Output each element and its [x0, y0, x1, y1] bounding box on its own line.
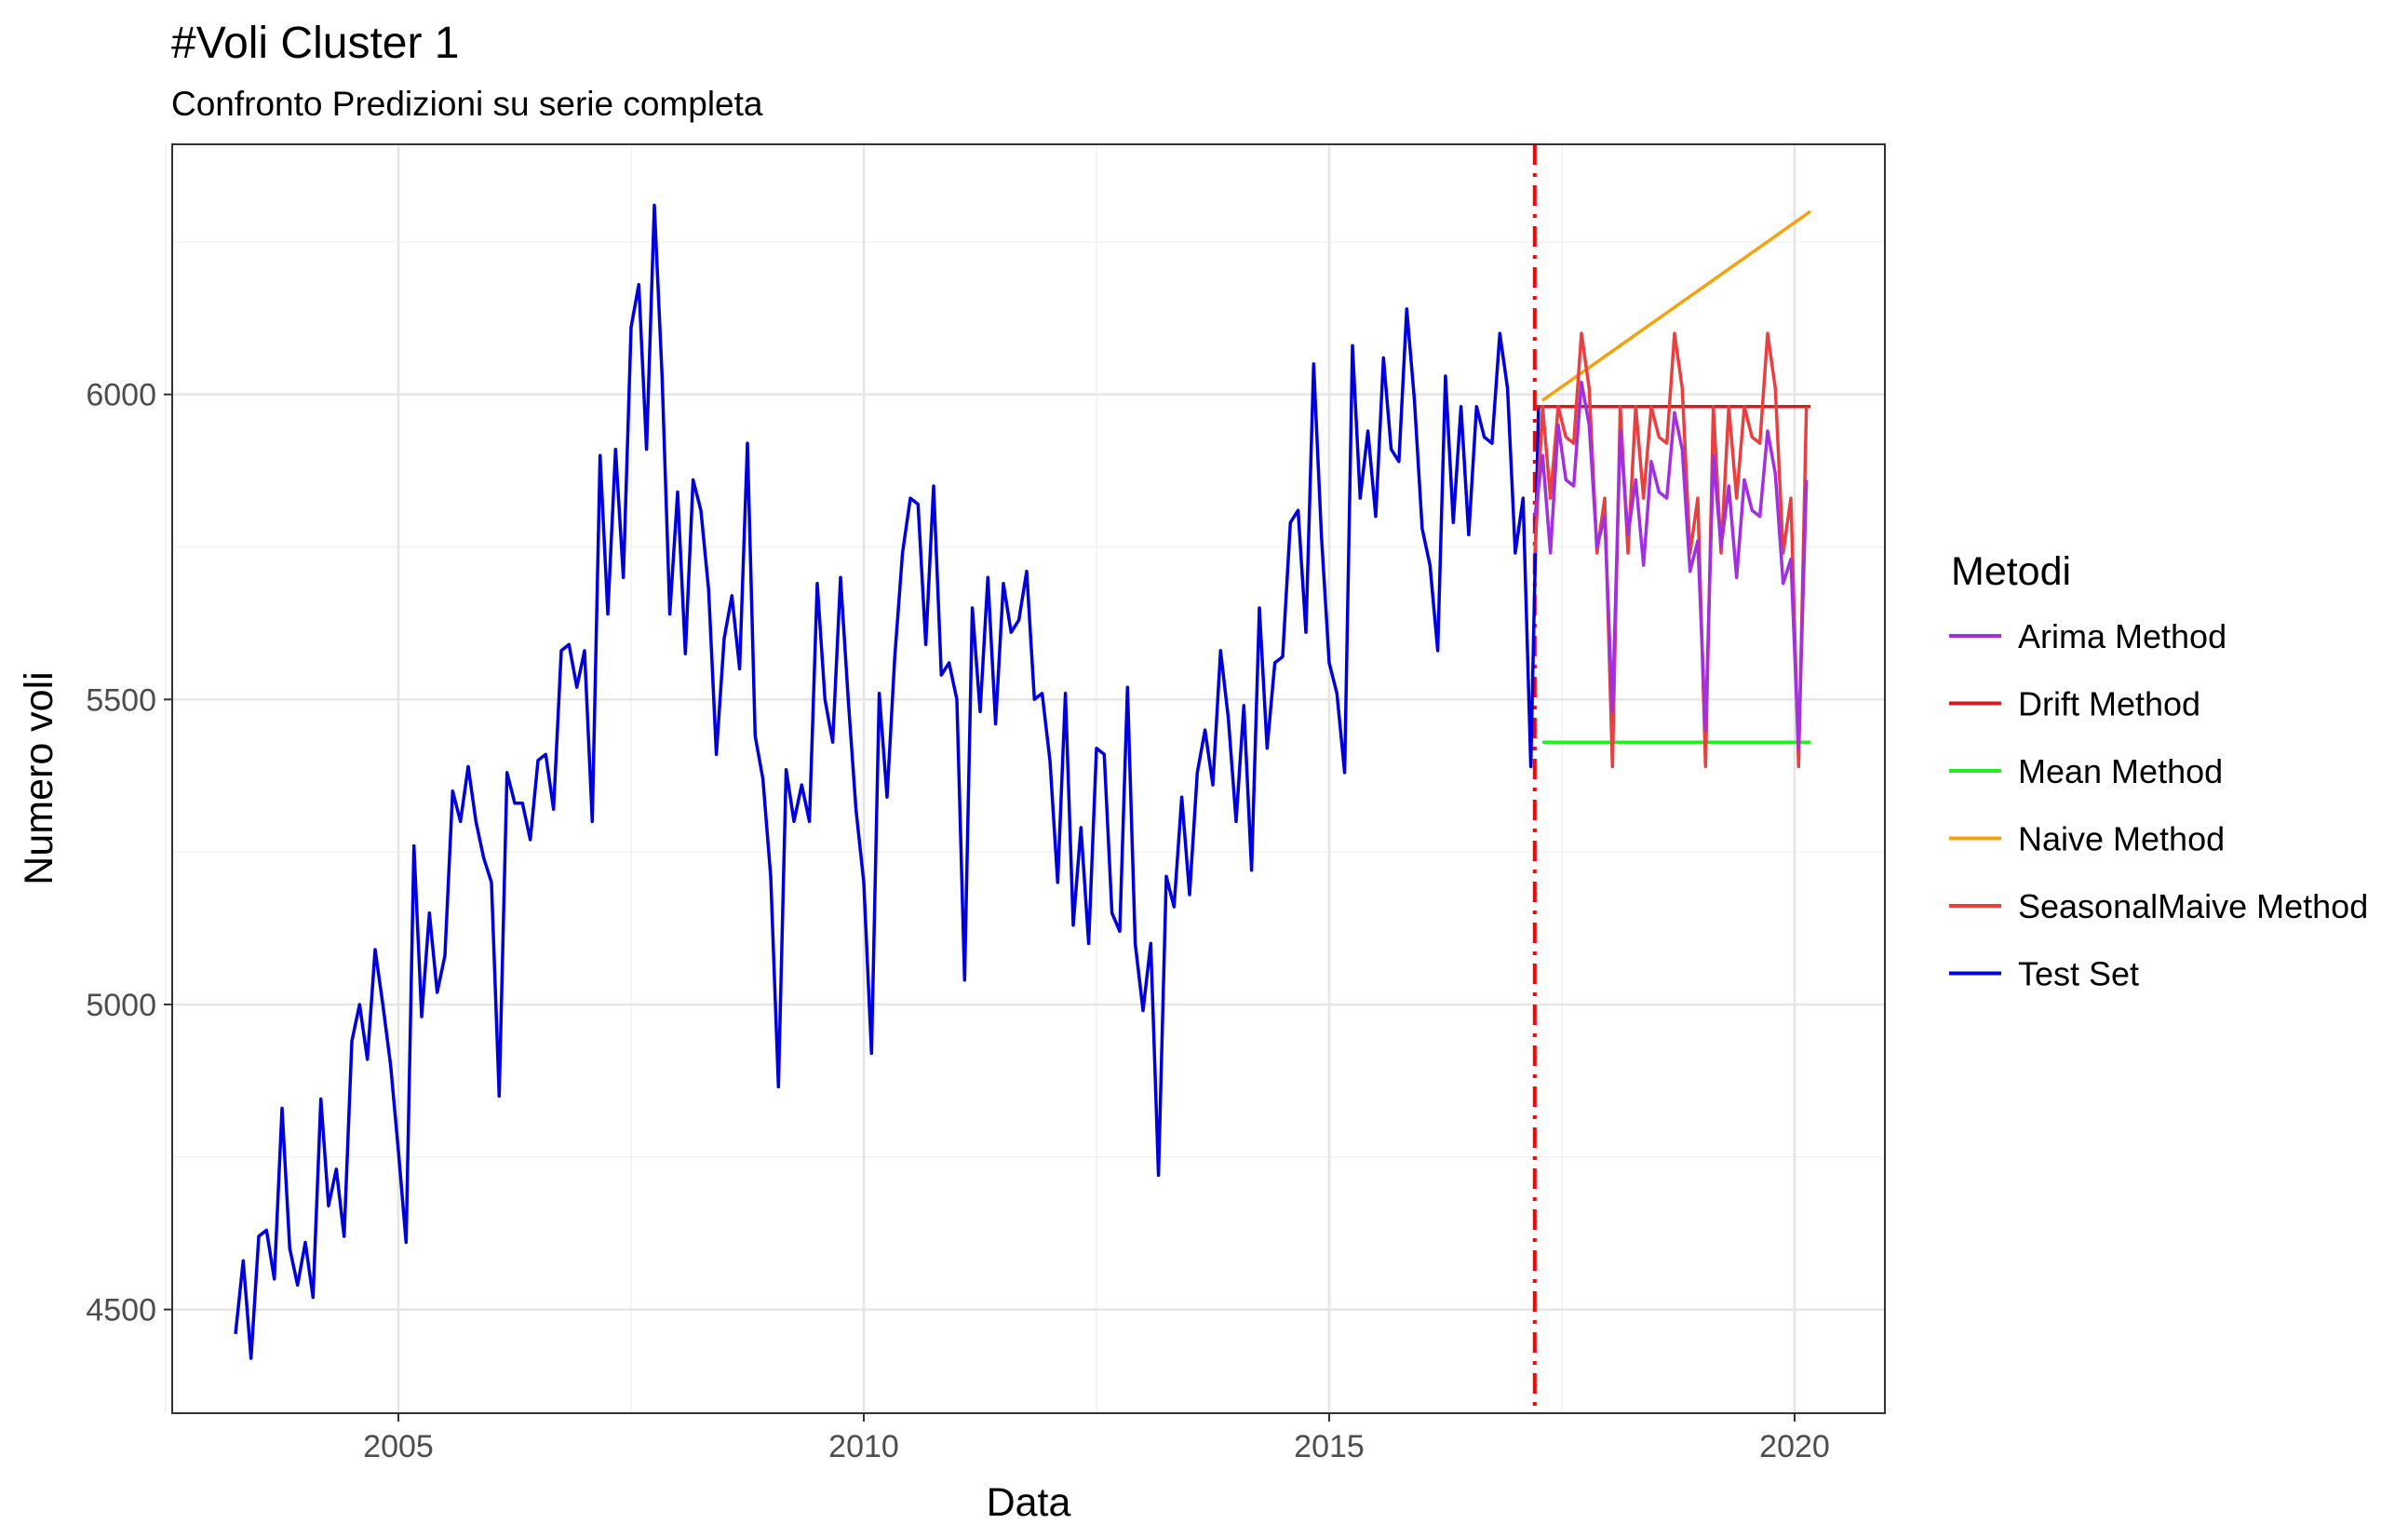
x-tick-label: 2005 [363, 1429, 434, 1464]
x-tick-label: 2020 [1759, 1429, 1830, 1464]
x-tick-label: 2010 [828, 1429, 899, 1464]
y-axis: 4500 5000 5500 6000 [86, 378, 172, 1328]
series-line [1533, 331, 1809, 769]
plot-background [172, 144, 1885, 1413]
plot-border [171, 143, 1886, 1414]
x-axis: 2005 2010 2015 2020 [363, 1413, 1830, 1464]
x-tick-label: 2015 [1294, 1429, 1365, 1464]
legend-label: Arima Method [2018, 617, 2226, 655]
chart-title: #Voli Cluster 1 [171, 19, 460, 68]
chart-subtitle: Confronto Predizioni su serie completa [171, 85, 763, 123]
legend: Metodi Arima Method Drift Method Mean Meth… [1949, 549, 2368, 993]
legend-label: SeasonalMaive Method [2018, 887, 2368, 925]
legend-label: Test Set [2018, 955, 2139, 993]
y-tick-label: 5500 [86, 682, 156, 718]
grid [165, 144, 1885, 1413]
series-lines [234, 203, 1812, 1360]
legend-label: Mean Method [2018, 752, 2223, 790]
y-axis-title: Numero voli [17, 671, 61, 884]
x-axis-title: Data [987, 1480, 1071, 1524]
y-tick-label: 4500 [86, 1293, 156, 1328]
y-tick-label: 6000 [86, 378, 156, 413]
legend-title: Metodi [1951, 549, 2071, 594]
legend-label: Drift Method [2018, 685, 2200, 723]
series-line [234, 203, 1540, 1360]
y-tick-label: 5000 [86, 988, 156, 1023]
legend-label: Naive Method [2018, 820, 2225, 858]
series-line [1533, 380, 1809, 750]
